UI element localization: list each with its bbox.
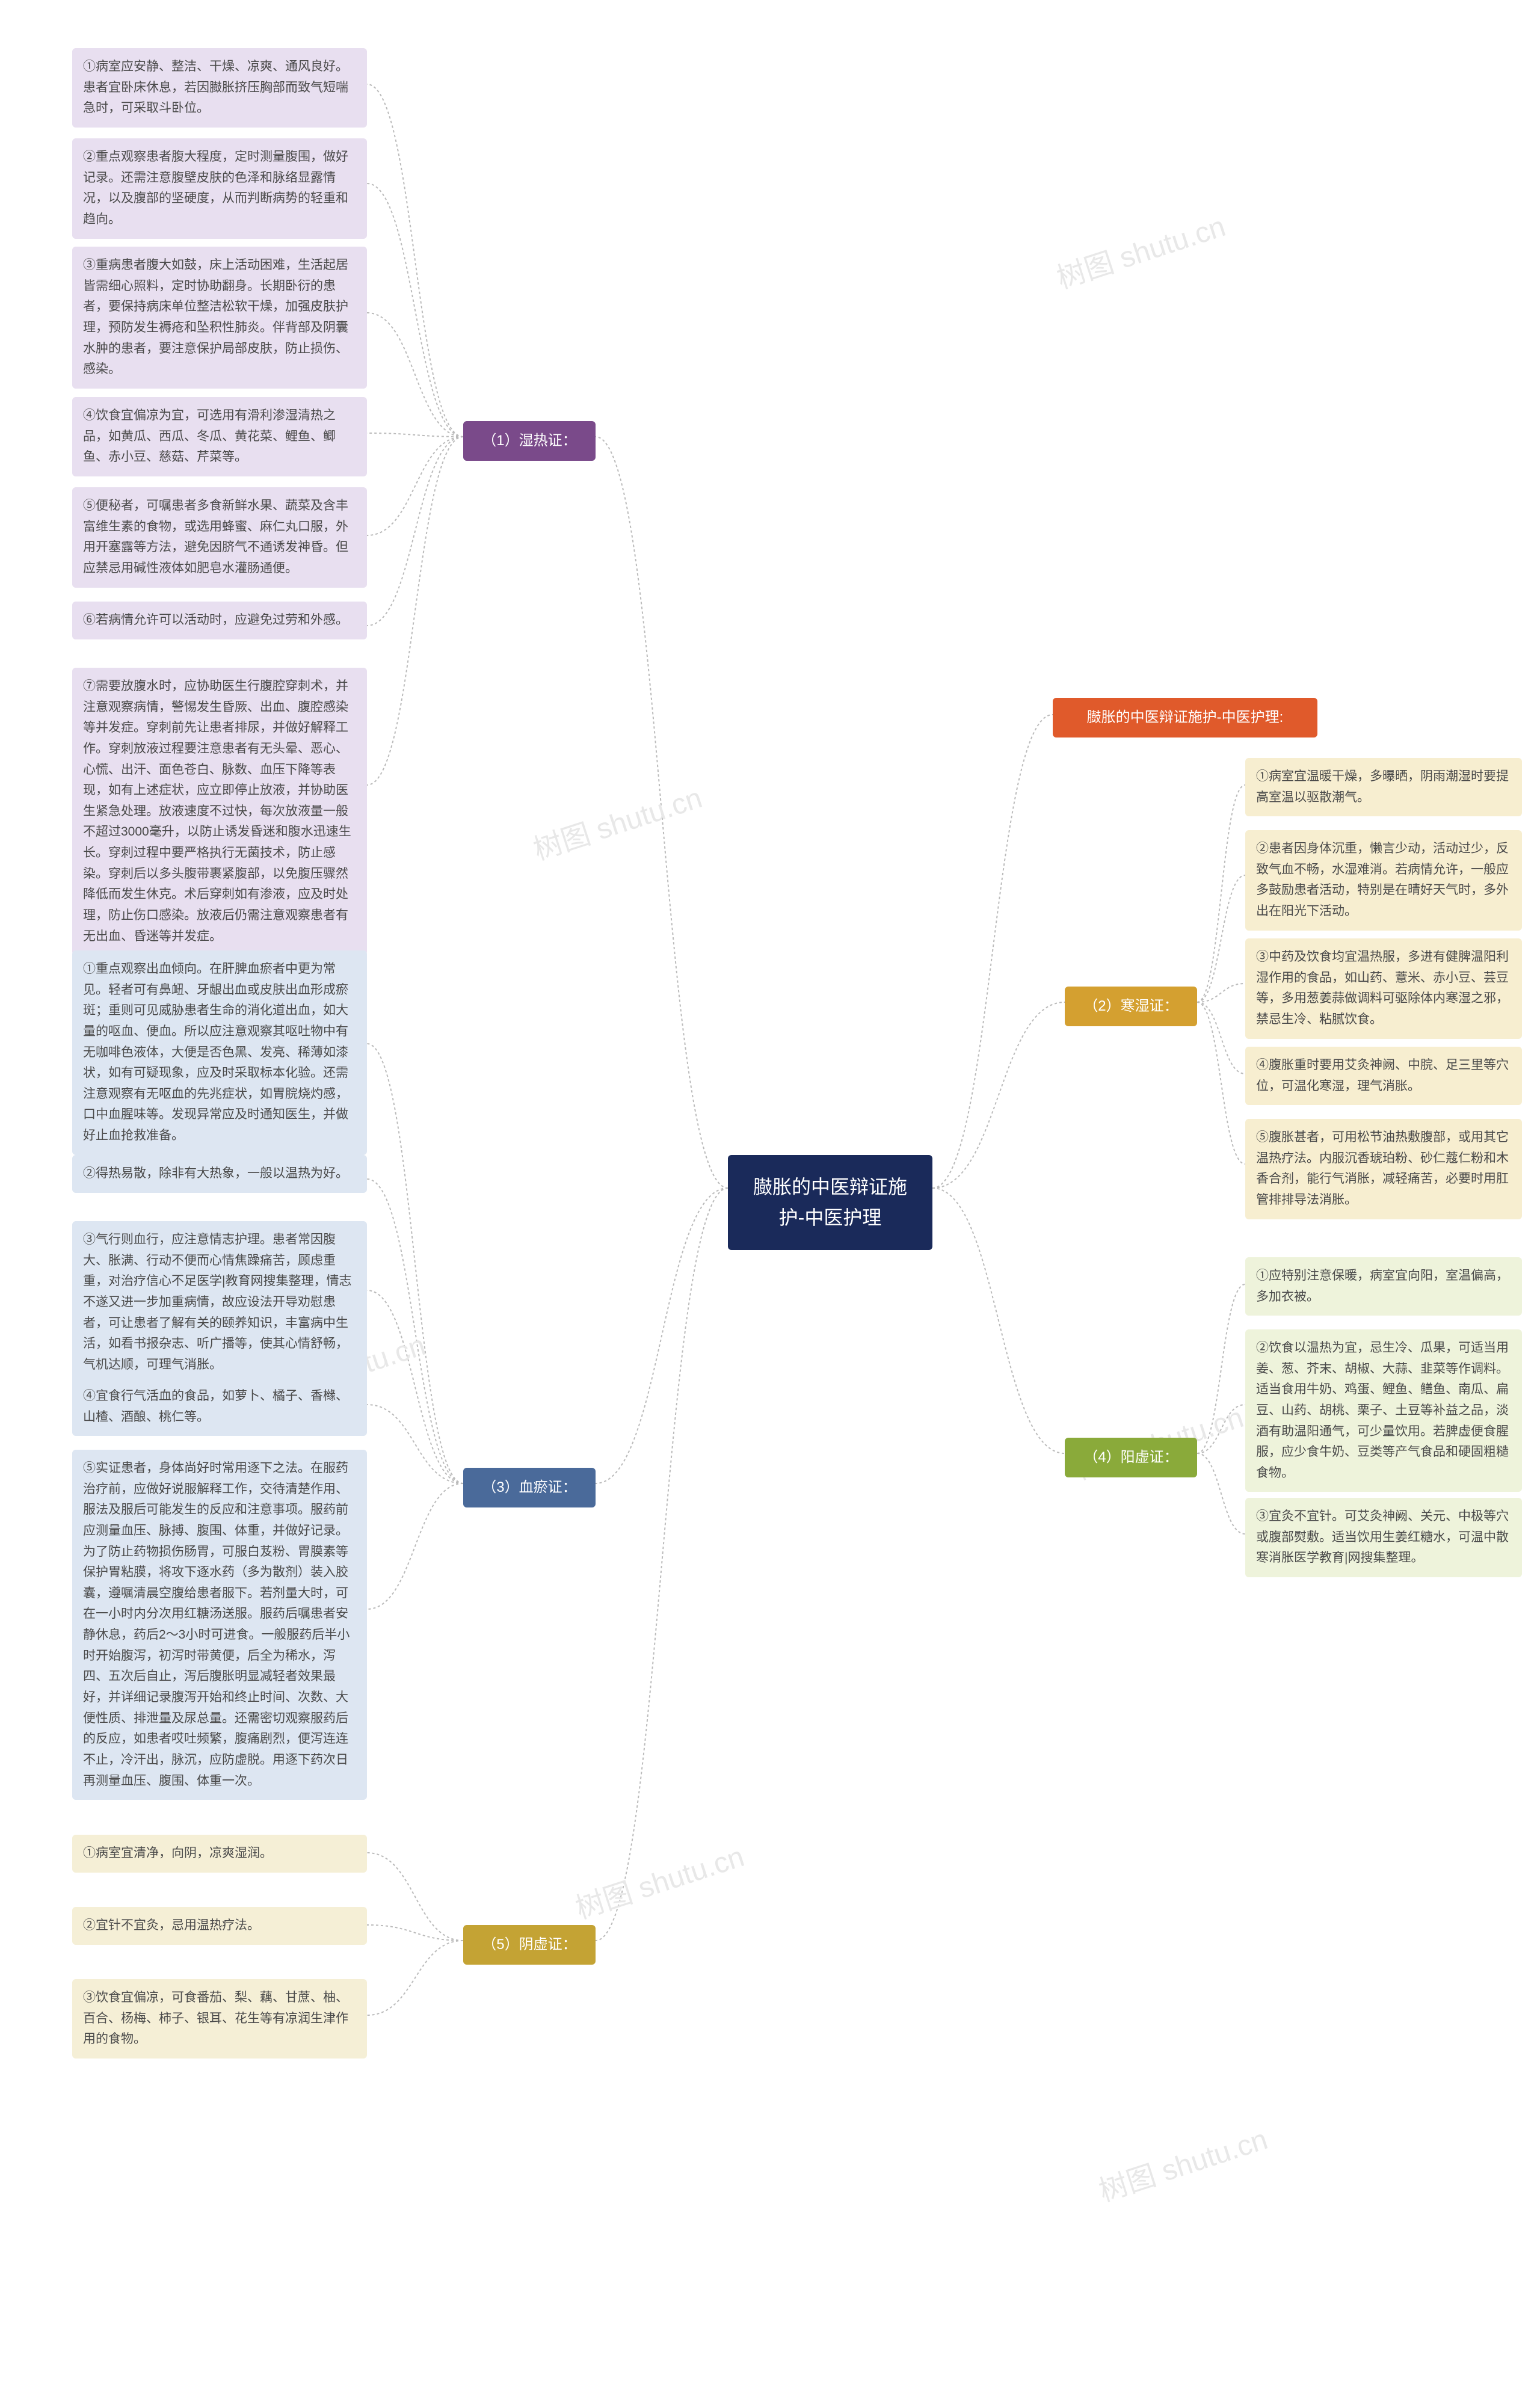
root-node[interactable]: 臌胀的中医辩证施护-中医护理 [728, 1155, 932, 1250]
branch-b4[interactable]: （4）阳虚证： [1065, 1438, 1197, 1477]
header-right[interactable]: 臌胀的中医辩证施护-中医护理: [1053, 698, 1317, 737]
leaf-b2-2[interactable]: ③中药及饮食均宜温热服，多进有健脾温阳利湿作用的食品，如山药、薏米、赤小豆、芸豆… [1245, 938, 1522, 1039]
branch-b5[interactable]: （5）阴虚证： [463, 1925, 596, 1965]
leaf-b2-0[interactable]: ①病室宜温暖干燥，多曝晒，阴雨潮湿时要提高室温以驱散潮气。 [1245, 758, 1522, 816]
branch-b2[interactable]: （2）寒湿证： [1065, 987, 1197, 1026]
leaf-b2-1[interactable]: ②患者因身体沉重，懒言少动，活动过少，反致气血不畅，水湿难消。若病情允许，一般应… [1245, 830, 1522, 931]
branch-b1[interactable]: （1）湿热证： [463, 421, 596, 461]
branch-b3[interactable]: （3）血瘀证： [463, 1468, 596, 1507]
leaf-b4-2[interactable]: ③宜灸不宜针。可艾灸神阙、关元、中极等穴或腹部熨敷。适当饮用生姜红糖水，可温中散… [1245, 1498, 1522, 1577]
watermark: 树图 shutu.cn [1092, 2116, 1272, 2209]
leaf-b3-2[interactable]: ③气行则血行，应注意情志护理。患者常因腹大、胀满、行动不便而心情焦躁痛苦，顾虑重… [72, 1221, 367, 1384]
leaf-b3-4[interactable]: ⑤实证患者，身体尚好时常用逐下之法。在服药治疗前，应做好说服解释工作，交待清楚作… [72, 1450, 367, 1800]
leaf-b1-3[interactable]: ④饮食宜偏凉为宜，可选用有滑利渗湿清热之品，如黄瓜、西瓜、冬瓜、黄花菜、鲤鱼、鲫… [72, 397, 367, 476]
leaf-b5-2[interactable]: ③饮食宜偏凉，可食番茄、梨、藕、甘蔗、柚、百合、杨梅、柿子、银耳、花生等有凉润生… [72, 1979, 367, 2059]
leaf-b2-4[interactable]: ⑤腹胀甚者，可用松节油热敷腹部，或用其它温热疗法。内服沉香琥珀粉、砂仁蔻仁粉和木… [1245, 1119, 1522, 1219]
leaf-b5-0[interactable]: ①病室宜清净，向阴，凉爽湿润。 [72, 1835, 367, 1873]
leaf-b1-6[interactable]: ⑦需要放腹水时，应协助医生行腹腔穿刺术，并注意观察病情，警惕发生昏厥、出血、腹腔… [72, 668, 367, 955]
watermark: 树图 shutu.cn [569, 1833, 748, 1927]
leaf-b4-1[interactable]: ②饮食以温热为宜，忌生冷、瓜果，可适当用姜、葱、芥末、胡椒、大蒜、韭菜等作调料。… [1245, 1329, 1522, 1492]
watermark: 树图 shutu.cn [527, 774, 706, 868]
leaf-b4-0[interactable]: ①应特别注意保暖，病室宜向阳，室温偏高，多加衣被。 [1245, 1257, 1522, 1316]
leaf-b1-0[interactable]: ①病室应安静、整洁、干燥、凉爽、通风良好。患者宜卧床休息，若因臌胀挤压胸部而致气… [72, 48, 367, 128]
leaf-b3-3[interactable]: ④宜食行气活血的食品，如萝卜、橘子、香橼、山楂、酒酿、桃仁等。 [72, 1378, 367, 1436]
watermark: 树图 shutu.cn [1050, 203, 1230, 297]
leaf-b1-4[interactable]: ⑤便秘者，可嘱患者多食新鲜水果、蔬菜及含丰富维生素的食物，或选用蜂蜜、麻仁丸口服… [72, 487, 367, 588]
leaf-b1-5[interactable]: ⑥若病情允许可以活动时，应避免过劳和外感。 [72, 602, 367, 639]
leaf-b3-1[interactable]: ②得热易散，除非有大热象，一般以温热为好。 [72, 1155, 367, 1193]
leaf-b5-1[interactable]: ②宜针不宜灸，忌用温热疗法。 [72, 1907, 367, 1945]
leaf-b1-2[interactable]: ③重病患者腹大如鼓，床上活动困难，生活起居皆需细心照料，定时协助翻身。长期卧衍的… [72, 247, 367, 389]
leaf-b2-3[interactable]: ④腹胀重时要用艾灸神阙、中脘、足三里等穴位，可温化寒湿，理气消胀。 [1245, 1047, 1522, 1105]
leaf-b1-1[interactable]: ②重点观察患者腹大程度，定时测量腹围，做好记录。还需注意腹壁皮肤的色泽和脉络显露… [72, 138, 367, 239]
leaf-b3-0[interactable]: ①重点观察出血倾向。在肝脾血瘀者中更为常见。轻者可有鼻衄、牙龈出血或皮肤出血形成… [72, 950, 367, 1155]
